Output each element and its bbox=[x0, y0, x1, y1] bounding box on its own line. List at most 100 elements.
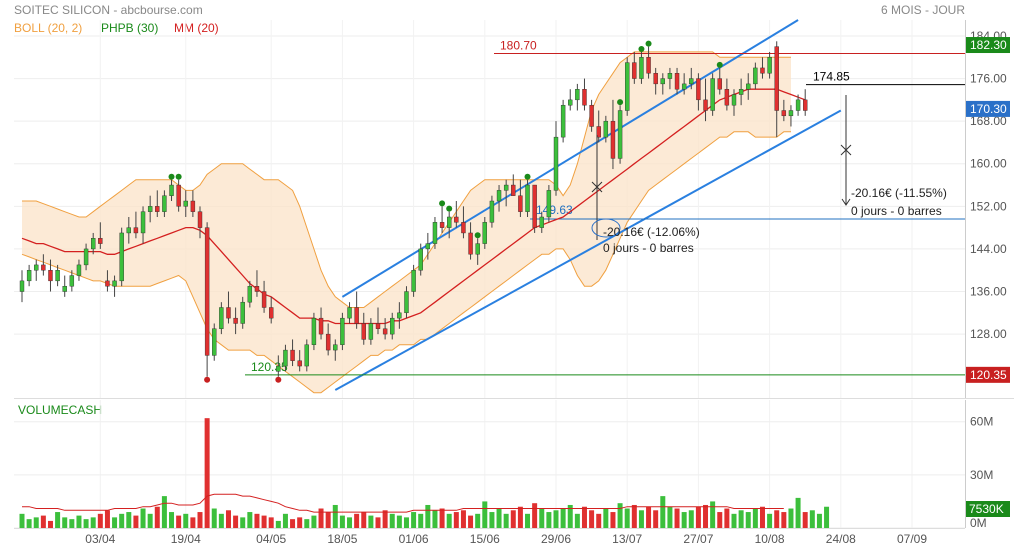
volume-bar bbox=[311, 515, 317, 528]
volume-bar bbox=[368, 515, 374, 528]
candle-body bbox=[803, 99, 808, 111]
candle-body bbox=[468, 232, 473, 255]
volume-bar bbox=[525, 513, 531, 528]
candle-body bbox=[646, 57, 651, 74]
candle-body bbox=[169, 184, 174, 196]
volume-bar bbox=[767, 513, 773, 528]
candle-body bbox=[126, 227, 132, 234]
candle-body bbox=[454, 216, 459, 223]
y-tick-label: 128.00 bbox=[970, 327, 1007, 341]
volume-bar bbox=[795, 497, 801, 528]
volume-bar bbox=[553, 510, 559, 528]
volume-bar bbox=[589, 510, 595, 528]
x-tick-label: 04/05 bbox=[256, 532, 286, 546]
legend-mm[interactable]: MM (20) bbox=[174, 21, 219, 35]
candle-body bbox=[318, 317, 324, 335]
legend-phpb[interactable]: PHPB (30) bbox=[101, 21, 158, 35]
candle-body bbox=[219, 307, 224, 329]
volume-bar bbox=[55, 512, 61, 528]
candle-body bbox=[140, 211, 146, 234]
candle-body bbox=[261, 291, 267, 308]
volume-bar bbox=[581, 506, 587, 528]
volume-badge-label: 7530K bbox=[969, 502, 1004, 516]
volume-bar bbox=[617, 503, 623, 528]
volume-bar bbox=[439, 508, 445, 528]
volume-bar bbox=[40, 515, 46, 528]
volume-bar bbox=[809, 510, 815, 528]
x-tick-label: 10/08 bbox=[755, 532, 785, 546]
candle-body bbox=[190, 200, 196, 212]
volume-bar bbox=[816, 513, 822, 528]
candle-body bbox=[432, 222, 438, 244]
volume-bar bbox=[432, 510, 438, 528]
candle-body bbox=[774, 46, 779, 111]
price-axis: 184.00176.00168.00160.00152.00144.00136.… bbox=[970, 29, 1007, 341]
volume-bar bbox=[738, 510, 744, 528]
candle-body bbox=[204, 227, 210, 356]
candle-body bbox=[689, 78, 694, 85]
candle-body bbox=[162, 195, 167, 212]
volume-bar bbox=[247, 512, 253, 528]
volume-bar bbox=[147, 513, 153, 528]
price-badge bbox=[966, 100, 1010, 117]
candle-body bbox=[731, 94, 737, 106]
candle-body bbox=[19, 280, 25, 292]
y-tick-label: 168.00 bbox=[970, 114, 1007, 128]
candle-body bbox=[653, 73, 658, 85]
candle-body bbox=[283, 349, 288, 367]
candle-body bbox=[461, 222, 466, 234]
price-badge bbox=[966, 37, 1010, 54]
volume-bar bbox=[418, 513, 424, 528]
volume-bar bbox=[211, 508, 217, 528]
volume-bar bbox=[282, 513, 288, 528]
price-badge-label: 182.30 bbox=[970, 38, 1007, 52]
volume-bar bbox=[190, 517, 196, 528]
x-tick-label: 07/09 bbox=[897, 532, 927, 546]
volume-bar bbox=[567, 504, 573, 528]
volume-bar bbox=[347, 517, 353, 528]
candle-body bbox=[525, 184, 530, 212]
volume-bar bbox=[47, 520, 53, 528]
candle-body bbox=[197, 211, 203, 228]
volume-bar bbox=[688, 510, 694, 528]
volume-bar bbox=[824, 506, 830, 528]
volume-bar bbox=[19, 513, 25, 528]
candle-body bbox=[781, 110, 787, 117]
candle-body bbox=[674, 73, 680, 90]
volume-bar bbox=[290, 519, 296, 528]
candle-body bbox=[133, 227, 139, 234]
phpb-high-marker bbox=[645, 40, 652, 47]
volume-bar bbox=[119, 513, 125, 528]
candle-body bbox=[582, 89, 587, 106]
candle-body bbox=[368, 323, 374, 340]
candle-body bbox=[603, 120, 609, 138]
volume-bar bbox=[104, 510, 110, 528]
candle-body bbox=[290, 349, 295, 361]
time-axis: 03/04 19/04 04/05 18/05 01/06 15/06 29/06 13/07… bbox=[85, 532, 927, 546]
volume-bar bbox=[446, 513, 452, 528]
volume-bar bbox=[710, 501, 716, 528]
phpb-high-marker bbox=[638, 45, 645, 52]
volume-bar bbox=[62, 517, 68, 528]
x-tick-label: 15/06 bbox=[470, 532, 500, 546]
legend-boll[interactable]: BOLL (20, 2) bbox=[14, 21, 82, 35]
volume-bar bbox=[197, 512, 203, 528]
candle-body bbox=[568, 99, 573, 106]
volume-bar bbox=[489, 512, 495, 528]
volume-bar bbox=[695, 506, 701, 528]
candle-body bbox=[639, 57, 644, 79]
volume-bar bbox=[325, 512, 331, 528]
candle-body bbox=[311, 317, 317, 345]
candle-body bbox=[212, 328, 217, 356]
candle-body bbox=[119, 232, 124, 282]
phpb-low-marker bbox=[204, 376, 211, 383]
volume-bar bbox=[460, 510, 466, 528]
volume-bar bbox=[482, 501, 488, 528]
volume-bar bbox=[475, 513, 481, 528]
candle-body bbox=[333, 344, 338, 351]
volume-bar bbox=[133, 515, 139, 528]
candle-body bbox=[788, 110, 794, 117]
candle-body bbox=[297, 360, 302, 367]
volume-bar bbox=[731, 513, 737, 528]
volume-bar bbox=[33, 517, 39, 528]
